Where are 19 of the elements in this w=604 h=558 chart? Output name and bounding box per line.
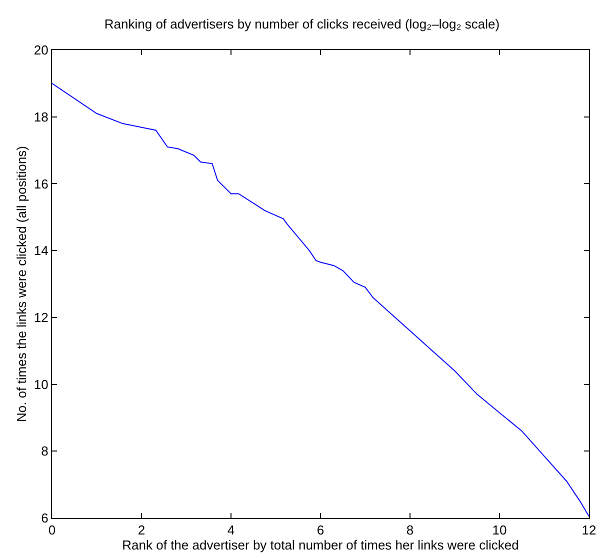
y-tick-label: 20 [34,42,48,58]
x-tick-label: 12 [582,522,596,538]
y-tick-label: 12 [34,310,48,325]
y-tick-label: 14 [34,243,48,258]
y-tick-label: 6 [41,510,48,526]
x-tick-label: 4 [227,522,235,538]
x-tick-label: 0 [48,522,56,538]
y-axis-title: No. of times the links were clicked (all positions) [14,146,29,422]
y-tick-label: 10 [34,376,48,392]
x-tick-label: 6 [316,522,324,538]
x-axis-title: Rank of the advertiser by total number of times her links were clicked [122,538,519,553]
chart-title: Ranking of advertisers by number of clicks received (log₂–log₂ scale) [104,16,500,32]
line-series [52,82,589,517]
x-tick-label: 10 [492,522,507,538]
x-tick-label: 8 [406,522,414,538]
y-tick-label: 16 [34,176,48,192]
x-tick-label: 2 [138,522,146,538]
y-tick-label: 18 [34,109,48,124]
y-tick-label: 8 [41,444,48,459]
